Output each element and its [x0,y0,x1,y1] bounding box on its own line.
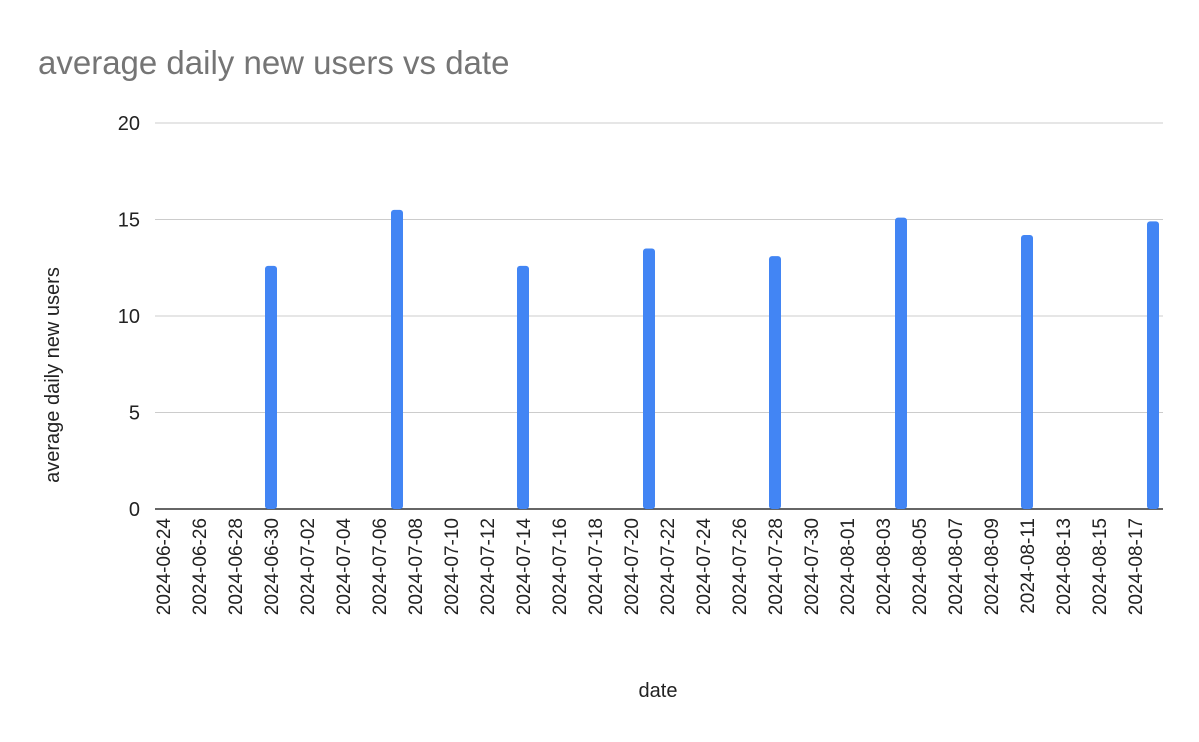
bar [895,217,907,509]
x-tick-label: 2024-08-09 [982,518,1003,615]
x-tick-label: 2024-07-30 [802,518,823,615]
x-tick-label: 2024-07-06 [370,518,391,615]
bar [517,265,529,509]
y-tick-label: 15 [118,210,140,232]
bar [643,248,655,509]
x-tick-label: 2024-06-24 [154,518,175,616]
y-axis-title: average daily new users [42,267,64,483]
x-tick-label: 2024-07-10 [442,518,463,615]
x-tick-label: 2024-07-08 [406,518,427,615]
x-tick-label: 2024-06-26 [190,518,211,615]
x-tick-label: 2024-08-01 [838,518,859,615]
y-tick-label: 5 [129,403,140,425]
x-tick-label: 2024-07-18 [586,518,607,615]
bar [391,209,403,509]
bar [265,265,277,509]
bar [1147,221,1159,509]
x-tick-label: 2024-07-24 [694,518,715,616]
x-tick-label: 2024-06-28 [226,518,247,615]
y-tick-label: 20 [118,113,140,135]
x-tick-label: 2024-07-02 [298,518,319,615]
x-tick-label: 2024-08-05 [910,518,931,615]
x-tick-label: 2024-08-03 [874,518,895,615]
x-axis-title: date [639,680,678,702]
bar [769,256,781,509]
x-tick-label: 2024-07-26 [730,518,751,615]
x-tick-label: 2024-07-28 [766,518,787,615]
x-tick-label: 2024-07-14 [514,518,535,616]
x-tick-label: 2024-08-11 [1018,518,1039,614]
x-tick-label: 2024-06-30 [262,518,283,615]
x-tick-label: 2024-07-20 [622,518,643,615]
x-tick-label: 2024-08-17 [1126,518,1147,615]
x-tick-label: 2024-07-04 [334,518,355,616]
chart-title: average daily new users vs date [38,44,509,81]
x-tick-label: 2024-07-12 [478,518,499,615]
x-tick-label: 2024-08-13 [1054,518,1075,615]
x-tick-label: 2024-08-07 [946,518,967,615]
x-tick-label: 2024-07-22 [658,518,679,615]
y-tick-label: 10 [118,306,140,328]
bar [1021,234,1033,509]
y-tick-label: 0 [129,499,140,521]
x-tick-label: 2024-07-16 [550,518,571,615]
x-tick-label: 2024-08-15 [1090,518,1111,615]
